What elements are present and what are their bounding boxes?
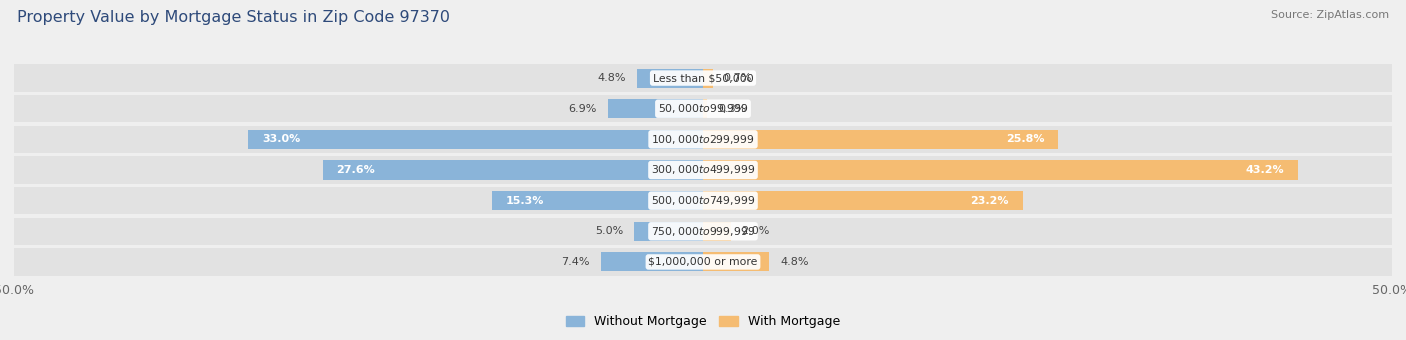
Bar xyxy=(703,222,731,241)
Text: 6.9%: 6.9% xyxy=(568,104,598,114)
Bar xyxy=(637,69,703,88)
Text: $750,000 to $999,999: $750,000 to $999,999 xyxy=(651,225,755,238)
Text: 2.0%: 2.0% xyxy=(741,226,770,236)
Text: 23.2%: 23.2% xyxy=(970,195,1010,206)
Bar xyxy=(14,218,1392,245)
Bar xyxy=(703,252,769,271)
Text: $100,000 to $299,999: $100,000 to $299,999 xyxy=(651,133,755,146)
Bar xyxy=(14,125,1392,153)
Bar xyxy=(703,130,1059,149)
Text: 0.3%: 0.3% xyxy=(718,104,747,114)
Text: Less than $50,000: Less than $50,000 xyxy=(652,73,754,83)
Text: 4.8%: 4.8% xyxy=(780,257,808,267)
Text: Source: ZipAtlas.com: Source: ZipAtlas.com xyxy=(1271,10,1389,20)
Text: $1,000,000 or more: $1,000,000 or more xyxy=(648,257,758,267)
Bar xyxy=(703,191,1022,210)
Bar xyxy=(14,187,1392,215)
Text: 0.7%: 0.7% xyxy=(724,73,752,83)
Legend: Without Mortgage, With Mortgage: Without Mortgage, With Mortgage xyxy=(561,310,845,334)
Text: 4.8%: 4.8% xyxy=(598,73,626,83)
Bar xyxy=(249,130,703,149)
Text: 15.3%: 15.3% xyxy=(506,195,544,206)
Bar xyxy=(607,99,703,118)
Bar xyxy=(634,222,703,241)
Bar xyxy=(14,156,1392,184)
Text: $50,000 to $99,999: $50,000 to $99,999 xyxy=(658,102,748,115)
Bar xyxy=(14,95,1392,122)
Text: $500,000 to $749,999: $500,000 to $749,999 xyxy=(651,194,755,207)
Text: 25.8%: 25.8% xyxy=(1007,134,1045,144)
Text: 43.2%: 43.2% xyxy=(1246,165,1285,175)
Bar xyxy=(703,160,1298,180)
Text: 7.4%: 7.4% xyxy=(561,257,591,267)
Text: 33.0%: 33.0% xyxy=(262,134,301,144)
Text: 27.6%: 27.6% xyxy=(336,165,375,175)
Bar xyxy=(600,252,703,271)
Bar xyxy=(703,99,707,118)
Text: 5.0%: 5.0% xyxy=(595,226,623,236)
Bar xyxy=(14,248,1392,276)
Bar xyxy=(323,160,703,180)
Bar xyxy=(703,69,713,88)
Bar xyxy=(492,191,703,210)
Bar xyxy=(14,64,1392,92)
Text: Property Value by Mortgage Status in Zip Code 97370: Property Value by Mortgage Status in Zip… xyxy=(17,10,450,25)
Text: $300,000 to $499,999: $300,000 to $499,999 xyxy=(651,164,755,176)
